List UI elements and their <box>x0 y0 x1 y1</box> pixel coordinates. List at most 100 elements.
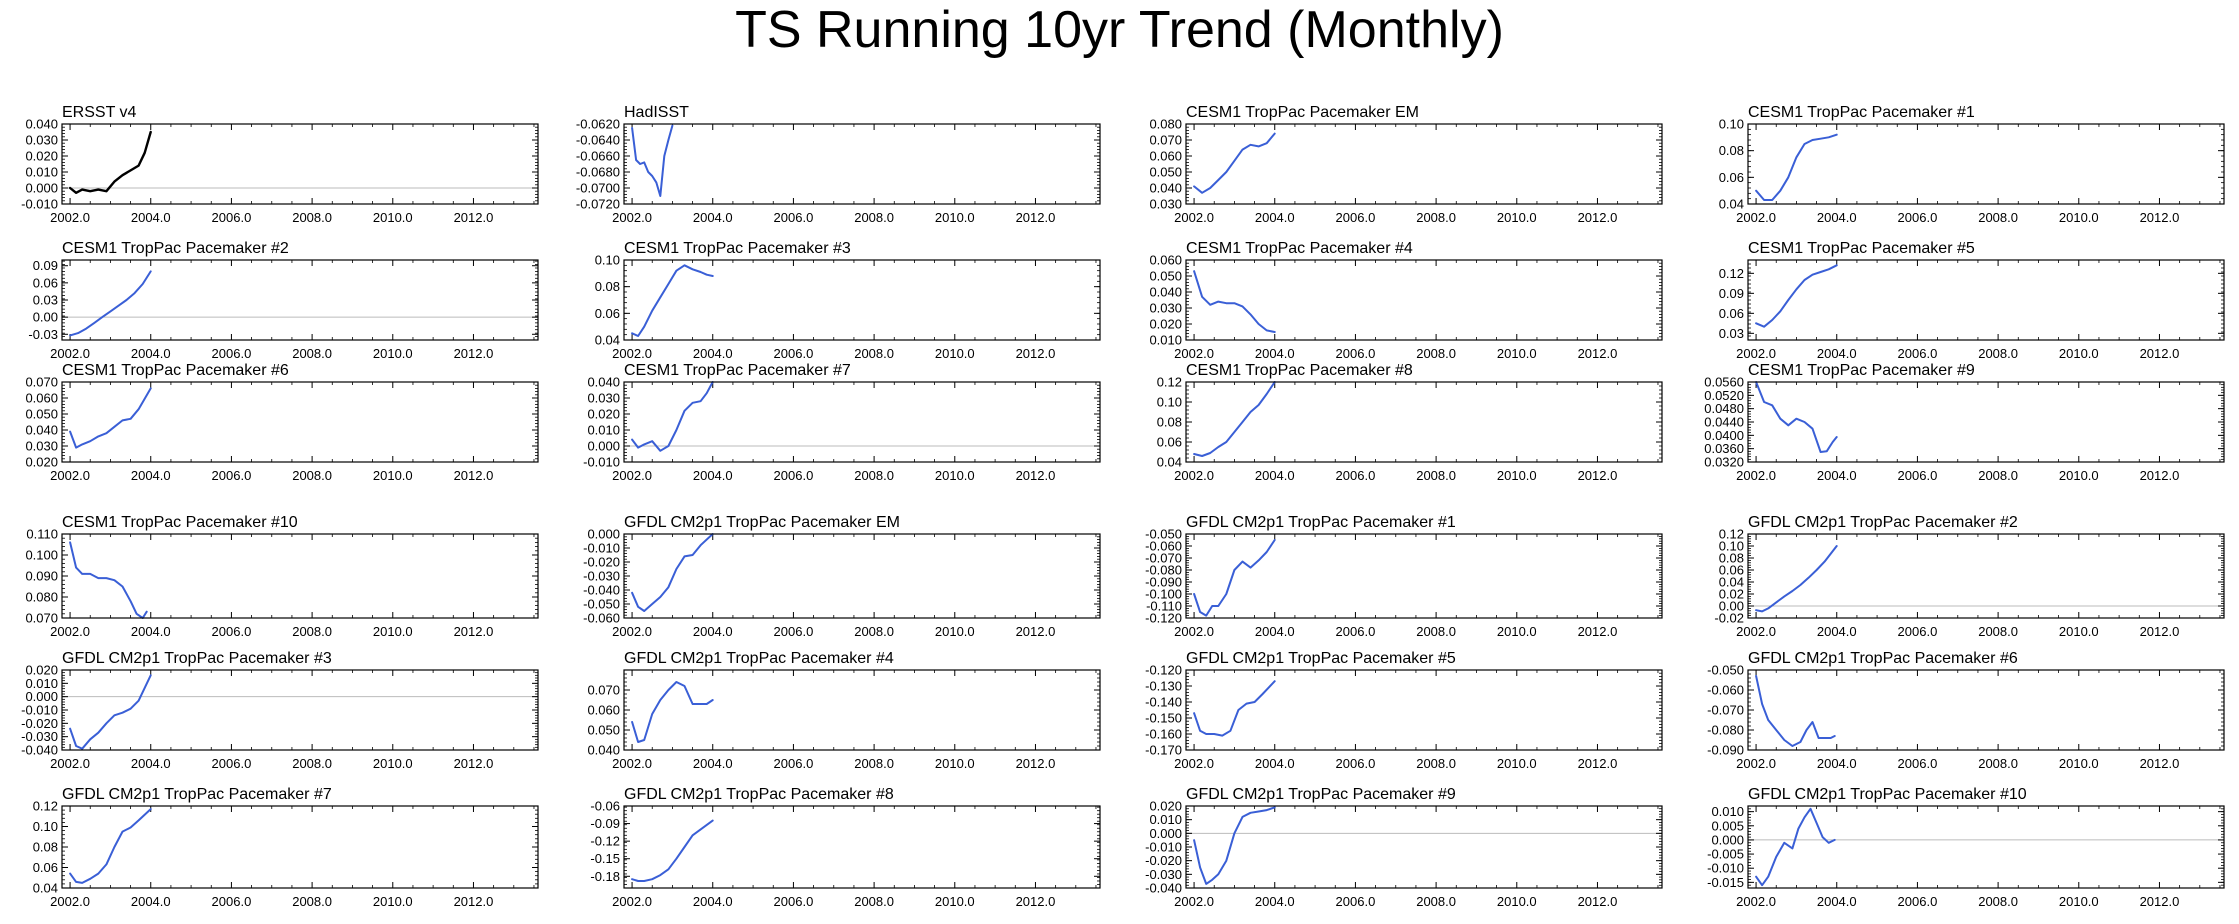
panel: GFDL CM2p1 TropPac Pacemaker #9 0.0200.01… <box>1145 786 1663 909</box>
y-tick-label: 0.080 <box>25 590 58 605</box>
x-tick-label: 2012.0 <box>2140 756 2180 771</box>
panel-title: GFDL CM2p1 TropPac Pacemaker #8 <box>624 786 894 803</box>
y-tick-label: -0.040 <box>1145 881 1182 896</box>
plot-frame <box>623 805 1101 889</box>
y-tick-label: 0.10 <box>1719 539 1744 554</box>
y-tick-label: -0.050 <box>1707 663 1744 678</box>
y-tick-label: -0.160 <box>1145 727 1182 742</box>
x-tick-label: 2008.0 <box>854 624 894 639</box>
y-tick-label: 0.060 <box>25 391 58 406</box>
x-tick-label: 2002.0 <box>50 894 90 909</box>
x-tick-label: 2012.0 <box>1016 894 1056 909</box>
y-tick-label: -0.15 <box>590 851 620 866</box>
y-tick-label: 0.12 <box>33 799 58 814</box>
panel-title: HadISST <box>624 104 689 121</box>
x-tick-label: 2002.0 <box>612 346 652 361</box>
y-tick-label: 0.060 <box>1149 149 1182 164</box>
y-tick-label: 0.08 <box>1719 143 1744 158</box>
y-tick-label: -0.0620 <box>576 117 620 132</box>
x-tick-label: 2006.0 <box>1336 624 1376 639</box>
y-tick-label: -0.070 <box>1707 703 1744 718</box>
panel-title: GFDL CM2p1 TropPac Pacemaker #10 <box>1748 786 2027 803</box>
series-line <box>69 387 152 449</box>
y-tick-label: 0.100 <box>25 548 58 563</box>
y-tick-label: 0.08 <box>1157 415 1182 430</box>
y-tick-label: 0.04 <box>595 333 620 348</box>
y-tick-label: 0.0520 <box>1704 388 1744 403</box>
y-tick-label: 0.040 <box>587 743 620 758</box>
y-tick-label: 0.10 <box>1157 395 1182 410</box>
y-tick-label: 0.010 <box>25 165 58 180</box>
x-tick-label: 2006.0 <box>774 756 814 771</box>
x-tick-label: 2012.0 <box>2140 624 2180 639</box>
y-tick-label: 0.030 <box>1149 197 1182 212</box>
x-tick-label: 2006.0 <box>1336 756 1376 771</box>
y-tick-label: 0.040 <box>1149 285 1182 300</box>
panel: GFDL CM2p1 TropPac Pacemaker #7 0.12 0.10 0… <box>33 786 539 909</box>
y-tick-label: 0.0560 <box>1704 375 1744 390</box>
y-tick-label: -0.060 <box>1145 539 1182 554</box>
y-tick-label: 0.010 <box>1711 804 1744 819</box>
y-tick-label: -0.020 <box>1145 853 1182 868</box>
plot-frame <box>623 669 1101 751</box>
y-tick-label: -0.010 <box>583 541 620 556</box>
y-tick-label: -0.110 <box>1146 599 1182 614</box>
plot-frame <box>61 533 539 619</box>
x-tick-label: 2006.0 <box>212 210 252 225</box>
x-tick-label: 2012.0 <box>1016 468 1056 483</box>
y-tick-label: 0.020 <box>1149 799 1182 814</box>
x-tick-label: 2010.0 <box>2059 894 2099 909</box>
y-tick-label: 0.04 <box>1157 455 1182 470</box>
x-tick-label: 2012.0 <box>454 346 494 361</box>
x-tick-label: 2002.0 <box>50 756 90 771</box>
y-tick-label: -0.080 <box>1145 563 1182 578</box>
plot-frame <box>1747 669 2225 751</box>
panel-title: CESM1 TropPac Pacemaker #9 <box>1748 362 1975 379</box>
x-tick-label: 2006.0 <box>1898 346 1938 361</box>
y-tick-label: -0.02 <box>1714 611 1744 626</box>
panel-title: CESM1 TropPac Pacemaker #2 <box>62 240 289 257</box>
x-tick-label: 2006.0 <box>212 624 252 639</box>
x-tick-label: 2012.0 <box>1578 756 1618 771</box>
y-tick-label: -0.0700 <box>576 181 620 196</box>
y-tick-label: -0.03 <box>28 327 58 342</box>
series-line <box>631 381 714 452</box>
y-tick-label: 0.12 <box>1719 266 1744 281</box>
panel: ERSST v40.0400.0300.0200.0100.000-0.0102… <box>21 104 539 225</box>
panel: GFDL CM2p1 TropPac Pacemaker #1-0.050-0.… <box>1145 514 1663 639</box>
y-tick-label: 0.09 <box>1719 286 1744 301</box>
y-tick-label: 0.08 <box>595 279 620 294</box>
x-tick-label: 2008.0 <box>1978 210 2018 225</box>
series-line <box>1193 539 1276 617</box>
x-tick-label: 2002.0 <box>612 894 652 909</box>
y-tick-label: 0.030 <box>587 391 620 406</box>
x-tick-label: 2006.0 <box>774 346 814 361</box>
x-tick-label: 2012.0 <box>1016 756 1056 771</box>
x-tick-label: 2012.0 <box>1016 624 1056 639</box>
x-tick-label: 2004.0 <box>1817 210 1857 225</box>
x-tick-label: 2006.0 <box>212 894 252 909</box>
y-tick-label: -0.120 <box>1145 611 1182 626</box>
panel: CESM1 TropPac Pacemaker #4 0.0600.0500.04… <box>1149 240 1663 361</box>
x-tick-label: 2006.0 <box>1336 346 1376 361</box>
x-tick-label: 2008.0 <box>292 624 332 639</box>
x-tick-label: 2008.0 <box>854 210 894 225</box>
y-tick-label: 0.020 <box>1149 317 1182 332</box>
x-tick-label: 2004.0 <box>1817 756 1857 771</box>
x-tick-label: 2008.0 <box>292 468 332 483</box>
x-tick-label: 2006.0 <box>774 468 814 483</box>
y-tick-label: 0.040 <box>587 375 620 390</box>
y-tick-label: -0.040 <box>583 583 620 598</box>
x-tick-label: 2010.0 <box>2059 468 2099 483</box>
y-tick-label: 0.000 <box>25 689 58 704</box>
y-tick-label: -0.030 <box>583 569 620 584</box>
y-tick-label: 0.020 <box>587 407 620 422</box>
panel-title: CESM1 TropPac Pacemaker #3 <box>624 240 851 257</box>
y-tick-label: 0.02 <box>1719 587 1744 602</box>
plot-frame <box>61 805 539 889</box>
x-tick-label: 2010.0 <box>373 756 413 771</box>
y-tick-label: 0.010 <box>1149 333 1182 348</box>
plot-frame <box>1185 259 1663 341</box>
y-tick-label: 0.06 <box>595 306 620 321</box>
